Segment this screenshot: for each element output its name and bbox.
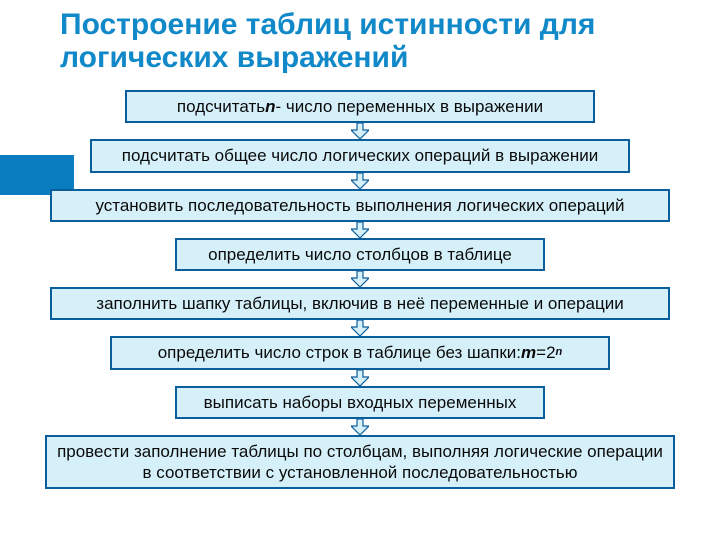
flow-step: определить число столбцов в таблице xyxy=(175,238,545,271)
flow-arrow-icon xyxy=(351,370,369,386)
flow-arrow-icon xyxy=(351,123,369,139)
flow-step: подсчитать общее число логических операц… xyxy=(90,139,630,172)
slide-title: Построение таблиц истинности для логичес… xyxy=(60,8,690,74)
slide: Построение таблиц истинности для логичес… xyxy=(0,0,720,540)
flow-step: заполнить шапку таблицы, включив в неё п… xyxy=(50,287,670,320)
flow-arrow-icon xyxy=(351,419,369,435)
flow-step: определить число строк в таблице без шап… xyxy=(110,336,610,369)
flow-arrow-icon xyxy=(351,173,369,189)
flowchart: подсчитать n - число переменных в выраже… xyxy=(0,90,720,530)
flow-step: выписать наборы входных переменных xyxy=(175,386,545,419)
flow-arrow-icon xyxy=(351,222,369,238)
flow-arrow-icon xyxy=(351,320,369,336)
flow-step: подсчитать n - число переменных в выраже… xyxy=(125,90,595,123)
flow-step: провести заполнение таблицы по столбцам,… xyxy=(45,435,675,490)
flow-step: установить последовательность выполнения… xyxy=(50,189,670,222)
flow-arrow-icon xyxy=(351,271,369,287)
